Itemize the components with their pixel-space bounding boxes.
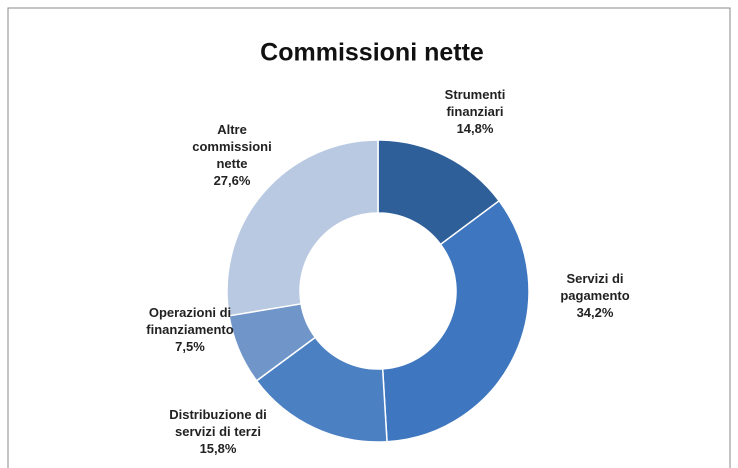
data-label: Servizi di pagamento 34,2%: [550, 270, 640, 321]
value-label: 27,6%: [213, 173, 251, 188]
value-label: 14,8%: [456, 121, 494, 136]
category-label: Servizi di pagamento: [560, 271, 630, 303]
data-label: Operazioni di finanziamento 7,5%: [125, 304, 255, 355]
category-label: Distribuzione di servizi di terzi: [169, 407, 267, 439]
value-label: 15,8%: [199, 441, 237, 456]
chart-title: Commissioni nette: [260, 39, 484, 67]
category-label: Altre commissioni nette: [192, 122, 272, 171]
value-label: 7,5%: [175, 339, 205, 354]
value-label: 34,2%: [576, 305, 614, 320]
donut-segment: [226, 139, 379, 317]
data-label: Strumenti finanziari 14,8%: [430, 86, 520, 137]
donut-segment: [381, 199, 530, 443]
data-label: Altre commissioni nette 27,6%: [185, 121, 280, 189]
category-label: Strumenti finanziari: [444, 87, 506, 119]
category-label: Operazioni di finanziamento: [146, 305, 234, 337]
data-label: Distribuzione di servizi di terzi 15,8%: [148, 406, 288, 457]
